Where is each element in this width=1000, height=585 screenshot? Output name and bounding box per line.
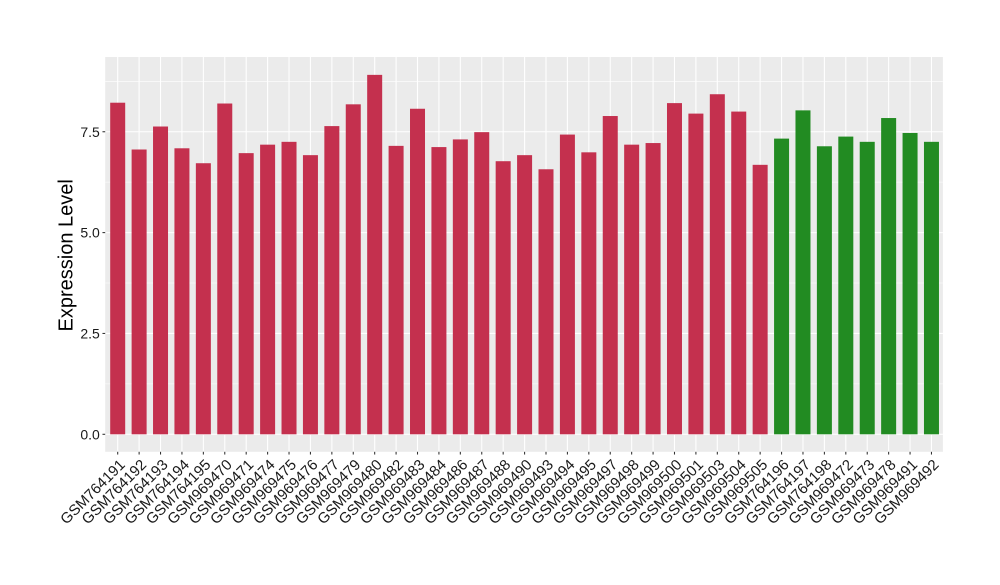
svg-text:Expression Level: Expression Level (55, 179, 77, 331)
svg-text:2.5: 2.5 (80, 325, 100, 341)
svg-text:7.5: 7.5 (80, 124, 100, 140)
svg-text:0.0: 0.0 (80, 426, 100, 442)
svg-text:5.0: 5.0 (80, 225, 100, 241)
